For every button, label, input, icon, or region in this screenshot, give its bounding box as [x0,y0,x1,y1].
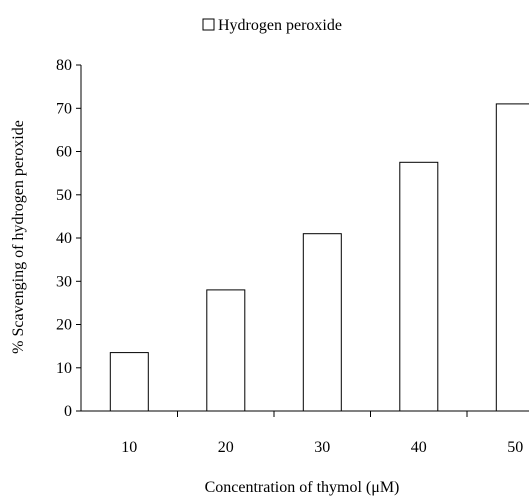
y-tick-label: 20 [56,317,72,334]
y-axis-title: % Scavenging of hydrogen peroxide [10,120,27,354]
bar [206,289,246,412]
y-tick-label: 30 [56,273,72,290]
bar [399,161,439,412]
y-tick-label: 70 [56,100,72,117]
y-tick-label: 80 [56,57,72,74]
y-tick-label: 40 [56,230,72,247]
bar [302,233,342,412]
y-tick-label: 60 [56,144,72,161]
bar [109,352,149,412]
x-tick-label: 30 [314,439,330,456]
x-tick-label: 50 [507,439,523,456]
y-tick-label: 10 [56,360,72,377]
x-tick-label: 40 [411,439,427,456]
bar [495,103,529,412]
legend-label: Hydrogen peroxide [218,17,342,34]
legend-swatch [202,18,215,31]
y-tick-label: 0 [64,403,72,420]
x-tick-label: 10 [121,439,137,456]
x-tick-label: 20 [218,439,234,456]
x-axis-title: Concentration of thymol (μM) [205,479,400,496]
legend: Hydrogen peroxide [202,17,342,34]
y-tick-label: 50 [56,187,72,204]
plot-area: 10 20 30 40 50 0 10 20 30 40 50 60 70 80 [56,57,529,456]
